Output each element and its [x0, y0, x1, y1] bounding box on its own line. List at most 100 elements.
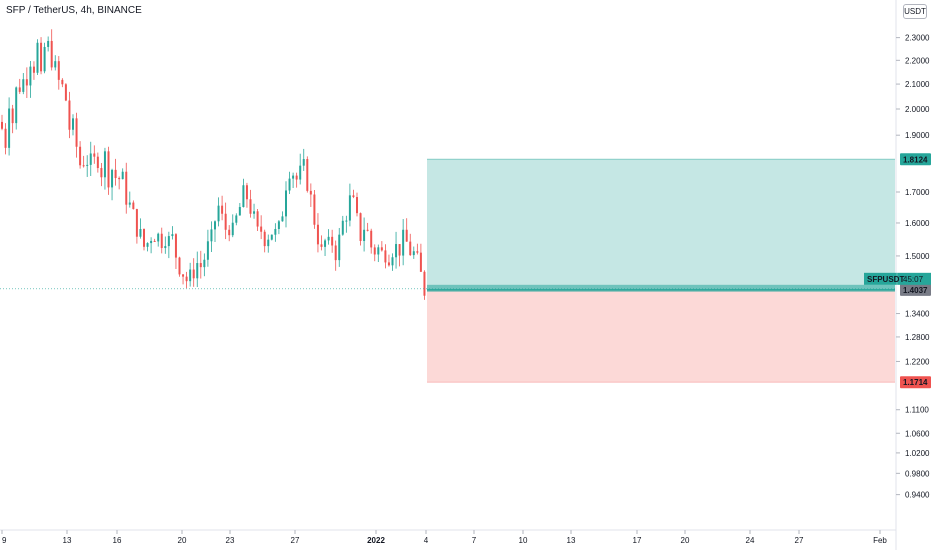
- candle-body: [4, 128, 7, 148]
- current-symbol-label: SFPUSDT: [867, 275, 904, 284]
- price-tick-label: 1.1100: [905, 406, 929, 415]
- candle-body: [203, 259, 206, 268]
- candle: [189, 262, 192, 287]
- symbol-title[interactable]: SFP / TetherUS, 4h, BINANCE: [6, 5, 142, 16]
- time-tick-label: 13: [63, 536, 72, 545]
- candle-body: [8, 108, 11, 148]
- candle-body: [260, 226, 263, 232]
- candle: [103, 147, 106, 190]
- candle: [22, 73, 25, 95]
- candle-body: [309, 190, 312, 195]
- candle: [409, 233, 412, 256]
- candle: [331, 229, 334, 253]
- candle: [313, 190, 316, 229]
- candle: [221, 195, 224, 221]
- candle: [79, 141, 82, 169]
- candle-body: [288, 178, 291, 191]
- candle: [267, 234, 270, 253]
- candle: [153, 238, 156, 242]
- candle: [285, 181, 287, 228]
- candle: [89, 141, 92, 177]
- candle-body: [231, 222, 234, 236]
- candle: [174, 233, 177, 269]
- price-tick-label: 1.2200: [905, 357, 930, 366]
- candle: [25, 67, 28, 99]
- price-tick-label: 1.5000: [905, 252, 930, 261]
- candle: [316, 213, 319, 253]
- time-tick-label: 27: [291, 536, 300, 545]
- candle-body: [242, 185, 245, 208]
- candle-body: [61, 79, 64, 85]
- candle-body: [221, 205, 224, 214]
- candle: [270, 234, 273, 241]
- candle-body: [370, 230, 373, 248]
- candle: [210, 221, 213, 252]
- candle: [423, 270, 426, 300]
- candle: [366, 222, 369, 232]
- bar-countdown-label: 45:07: [903, 275, 924, 284]
- candle-body: [192, 269, 195, 279]
- entry-price-label: 1.4037: [900, 283, 931, 296]
- candle-body: [75, 118, 78, 147]
- candle-body: [412, 251, 415, 256]
- candle-body: [25, 79, 28, 86]
- candle-body: [79, 146, 82, 166]
- candle: [111, 168, 114, 201]
- candle-body: [132, 202, 135, 210]
- candle-body: [36, 42, 39, 73]
- candle: [338, 227, 341, 267]
- candle-body: [128, 202, 131, 205]
- candle-body: [302, 159, 305, 166]
- candle-body: [157, 233, 160, 242]
- candle: [260, 215, 263, 240]
- candle-body: [270, 234, 273, 240]
- time-tick-label: 2022: [367, 536, 385, 545]
- candle: [11, 104, 14, 134]
- target-price-label-bg: [900, 153, 931, 166]
- currency-unit-badge[interactable]: USDT: [903, 4, 927, 19]
- candle-body: [281, 216, 284, 222]
- position-zones[interactable]: [427, 158, 895, 383]
- candle: [370, 228, 373, 254]
- candle: [377, 244, 380, 263]
- candle-body: [189, 269, 192, 282]
- price-tick-label: 1.9000: [905, 131, 930, 140]
- price-tick-label: 0.9800: [905, 469, 930, 478]
- candle: [228, 225, 231, 242]
- candle: [281, 211, 284, 222]
- candle-body: [235, 215, 238, 223]
- candle-body: [416, 251, 419, 253]
- candle: [72, 114, 74, 136]
- candle: [132, 200, 135, 210]
- candle: [341, 215, 344, 236]
- candle-body: [316, 224, 319, 245]
- candle-body: [345, 220, 348, 222]
- candle-body: [238, 207, 241, 216]
- candle: [32, 61, 35, 80]
- candle: [263, 229, 266, 253]
- candle: [1, 114, 3, 131]
- candle: [40, 37, 43, 75]
- candle: [306, 156, 309, 193]
- price-tick-label: 1.3400: [905, 310, 930, 319]
- candle-body: [380, 247, 383, 251]
- candle-body: [352, 195, 355, 198]
- candle: [182, 274, 185, 285]
- candle: [50, 29, 53, 71]
- candle-body: [135, 209, 138, 237]
- time-tick-label: 4: [424, 536, 429, 545]
- candle-body: [96, 156, 99, 169]
- candle-body: [306, 159, 309, 191]
- candle: [231, 214, 234, 238]
- candle: [402, 219, 405, 266]
- candle: [196, 251, 199, 288]
- time-tick-label: 23: [226, 536, 235, 545]
- candle: [235, 213, 238, 226]
- candle-body: [341, 220, 344, 235]
- candle-body: [167, 236, 170, 247]
- candle-body: [398, 244, 401, 256]
- candle: [57, 56, 60, 90]
- candle: [395, 231, 398, 269]
